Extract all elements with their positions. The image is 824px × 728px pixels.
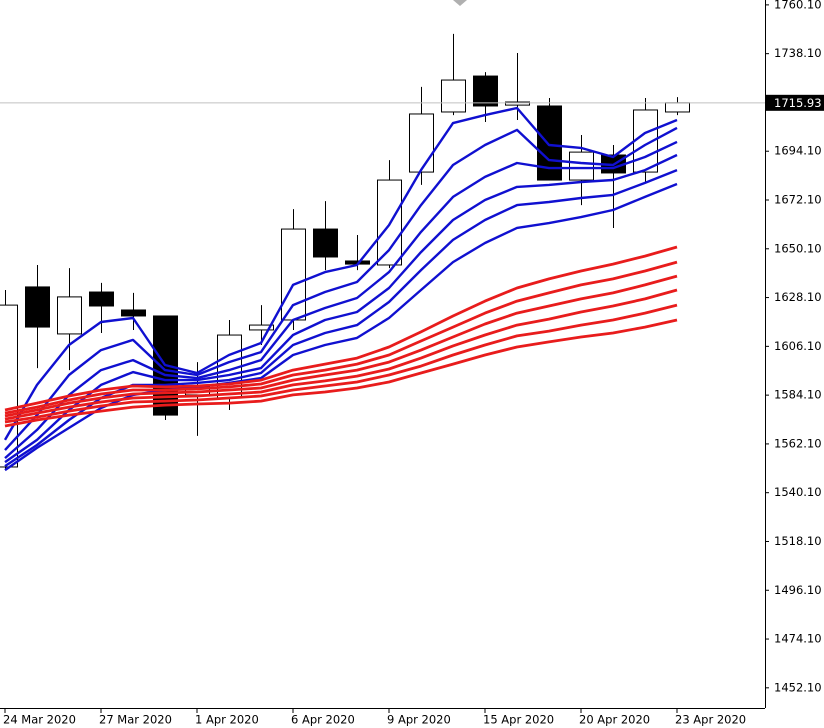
ma-line [4, 126, 678, 451]
ma-line [4, 245, 678, 412]
y-tick-label: 1738.10 [774, 46, 822, 60]
ma-line [4, 303, 678, 424]
last-price-box [766, 94, 824, 111]
y-tick-label: 1540.10 [774, 485, 822, 499]
y-tick-label: 1452.10 [774, 680, 822, 694]
ma-line [4, 153, 678, 464]
candle-body-down [313, 228, 338, 258]
candle-body-down [25, 286, 50, 328]
plot-area [0, 33, 765, 472]
y-tick-label: 1760.10 [774, 0, 822, 11]
y-tick-label: 1672.10 [774, 193, 822, 207]
y-tick-label: 1518.10 [774, 534, 822, 548]
x-tick-label: 1 Apr 2020 [195, 713, 259, 727]
ma-line [4, 140, 678, 460]
x-tick-label: 9 Apr 2020 [387, 713, 451, 727]
candle-body-up [441, 79, 466, 113]
axes: 1760.10 1738.10 1694.10 1672.10 1650.10 1628.… [3, 0, 824, 727]
y-tick-label: 1650.10 [774, 241, 822, 255]
ma-line [4, 274, 678, 418]
last-price-label: 1715.93 [774, 96, 822, 110]
candle-body-up [57, 296, 82, 335]
ma-line [4, 288, 678, 421]
x-tick-label: 24 Mar 2020 [3, 713, 76, 727]
candle-body-up [665, 102, 690, 113]
y-tick-label: 1694.10 [774, 144, 822, 158]
candle-body-up [409, 113, 434, 173]
x-tick-label: 27 Mar 2020 [99, 713, 172, 727]
candle-body-down [121, 309, 146, 317]
ma-line [4, 318, 678, 428]
candle-body-down [89, 291, 114, 307]
candle-body-up [569, 151, 594, 181]
x-tick-label: 23 Apr 2020 [675, 713, 746, 727]
candle-body-up [505, 101, 530, 106]
x-tick-label: 6 Apr 2020 [291, 713, 355, 727]
y-tick-label: 1606.10 [774, 339, 822, 353]
y-tick-label: 1562.10 [774, 436, 822, 450]
ma-line [4, 260, 678, 415]
y-tick-label: 1496.10 [774, 583, 822, 597]
ma-line [3, 106, 678, 441]
y-tick-label: 1474.10 [774, 632, 822, 646]
candle-body-up [249, 324, 274, 331]
candle-body-up [0, 304, 18, 468]
y-tick-label: 1584.10 [774, 388, 822, 402]
candle-body-down [473, 75, 498, 107]
x-tick-label: 20 Apr 2020 [579, 713, 650, 727]
x-tick-label: 15 Apr 2020 [483, 713, 554, 727]
ma-line [4, 182, 678, 472]
y-tick-label: 1628.10 [774, 290, 822, 304]
shift-marker [453, 0, 467, 6]
